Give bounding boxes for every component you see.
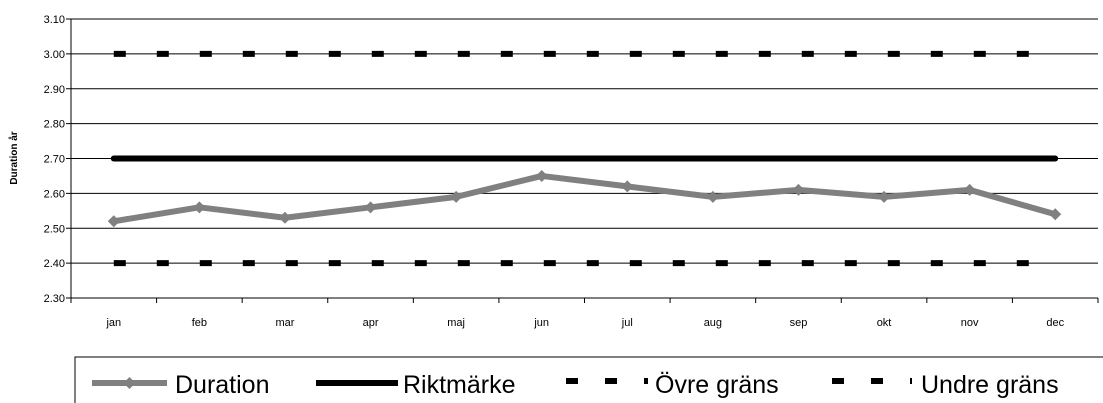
legend-item-ovre-grans: Övre gräns	[566, 371, 779, 399]
y-tick-labels: 3.10 3.00 2.90 2.80 2.70 2.60 2.50 2.40 2.30	[44, 14, 71, 305]
legend-item-riktmarke: Riktmärke	[316, 371, 516, 399]
point-duration-dec	[1049, 208, 1062, 221]
point-duration-maj	[450, 190, 463, 203]
point-duration-apr	[364, 201, 377, 214]
y-tick-2.40: 2.40	[44, 258, 65, 270]
y-tick-2.80: 2.80	[44, 119, 65, 131]
x-tick-jul: jul	[621, 317, 633, 329]
x-tick-aug: aug	[704, 317, 722, 329]
legend-item-undre-grans: Undre gräns	[832, 371, 1059, 399]
series-line-duration	[113, 172, 1057, 225]
legend-box	[74, 356, 1103, 403]
x-tick-maj: maj	[447, 317, 465, 329]
legend-label-undre-grans: Undre gräns	[921, 371, 1059, 399]
x-tick-jan: jan	[105, 317, 121, 329]
point-duration-jan	[107, 215, 120, 228]
point-duration-jun	[535, 169, 548, 182]
point-duration-okt	[878, 190, 891, 203]
legend-label-ovre-grans: Övre gräns	[655, 371, 779, 399]
y-tick-2.30: 2.30	[44, 293, 65, 305]
x-tick-feb: feb	[192, 317, 207, 329]
x-tick-labels: jan feb mar apr maj jun jul aug sep okt nov dec	[70, 298, 1099, 329]
point-duration-sep	[792, 183, 805, 196]
legend-label-duration: Duration	[175, 371, 270, 399]
point-duration-mar	[278, 211, 291, 224]
series-layer	[107, 50, 1062, 267]
legend-marker-duration	[123, 377, 136, 389]
y-tick-2.50: 2.50	[44, 223, 65, 235]
gridlines	[71, 18, 1098, 264]
legend: Duration Riktmärke Övre gräns Undre grän…	[74, 356, 1103, 403]
point-duration-jul	[621, 180, 634, 193]
y-tick-3.10: 3.10	[44, 14, 65, 26]
point-duration-nov	[963, 183, 976, 196]
x-tick-sep: sep	[790, 317, 808, 329]
y-tick-2.90: 2.90	[44, 84, 65, 96]
legend-label-riktmarke: Riktmärke	[403, 371, 516, 399]
x-tick-jun: jun	[533, 317, 549, 329]
x-tick-dec: dec	[1046, 317, 1064, 329]
y-axis-title: Duration år	[8, 131, 20, 184]
y-tick-3.00: 3.00	[44, 49, 65, 61]
y-tick-2.70: 2.70	[44, 154, 65, 166]
x-tick-okt: okt	[877, 317, 892, 329]
x-tick-mar: mar	[275, 317, 294, 329]
point-duration-aug	[706, 190, 719, 203]
y-tick-2.60: 2.60	[44, 188, 65, 200]
x-tick-nov: nov	[961, 317, 979, 329]
x-tick-apr: apr	[363, 317, 379, 329]
point-duration-feb	[193, 201, 206, 214]
legend-item-duration: Duration	[92, 371, 270, 399]
